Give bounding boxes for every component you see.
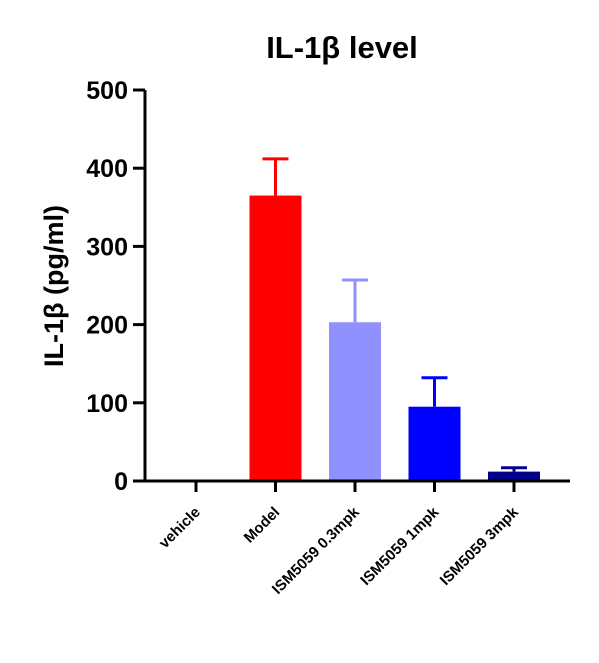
x-tick-label: ISM5059 3mpk (437, 503, 523, 589)
bar (408, 406, 461, 481)
bars-group (249, 195, 540, 481)
x-tick-label: Model (241, 504, 284, 547)
axes-group (143, 90, 570, 483)
x-tick-label: ISM5059 1mpk (357, 503, 443, 589)
bar (488, 471, 540, 481)
bar (249, 195, 302, 481)
y-ticks-group: 0 100 200 300 400 500 (86, 77, 145, 496)
x-tick-label: ISM5059 0.3mpk (269, 503, 363, 597)
y-tick-label: 100 (86, 390, 128, 418)
error-bars-group (262, 157, 527, 472)
y-tick-label: 500 (86, 77, 128, 105)
y-tick-label: 400 (86, 155, 128, 183)
chart-title: IL-1β level (266, 30, 418, 65)
bar (329, 322, 381, 481)
x-tick-label: vehicle (156, 504, 204, 552)
y-tick-label: 300 (86, 233, 128, 261)
y-tick-label: 200 (86, 312, 128, 340)
y-axis-label: IL-1β (pg/ml) (39, 205, 69, 367)
y-tick-label: 0 (114, 468, 128, 496)
